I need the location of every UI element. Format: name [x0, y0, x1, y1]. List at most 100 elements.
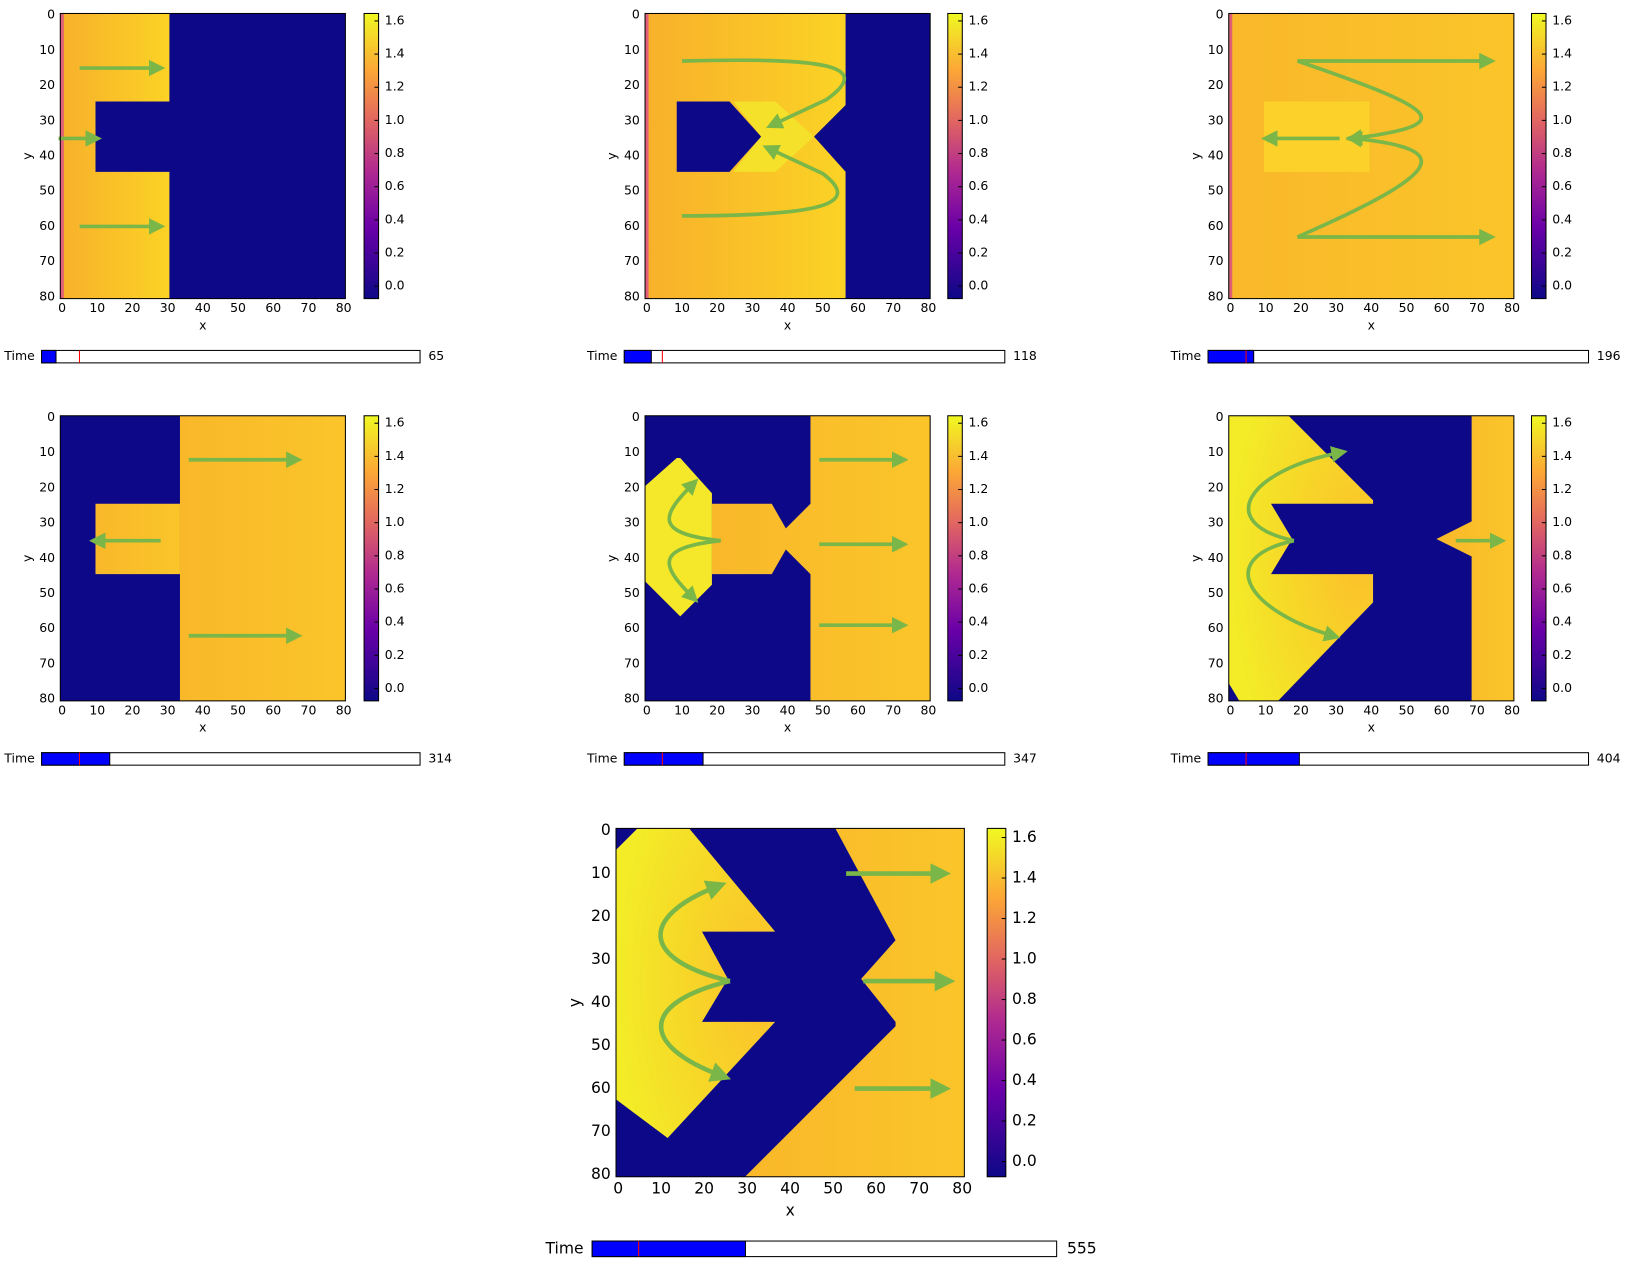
x-tick-label: 40 [195, 300, 211, 315]
x-tick-label: 0 [613, 1180, 623, 1198]
x-tick-label: 20 [709, 300, 725, 315]
y-tick-label: 60 [1208, 218, 1224, 233]
y-tick-label: 50 [624, 183, 640, 198]
heatmap [1228, 13, 1514, 299]
panel: 0 10 20 30 40 50 60 70 8001020304050607080xy0.00… [3, 7, 444, 364]
x-tick-label: 70 [1469, 702, 1485, 717]
slider-value: 65 [428, 348, 444, 363]
colorbar [363, 12, 380, 300]
y-axis-label: y [1188, 555, 1203, 562]
x-tick-label: 40 [780, 1180, 800, 1198]
region [1228, 13, 1514, 299]
x-tick-label: 70 [909, 1180, 929, 1198]
x-tick-label: 70 [301, 300, 317, 315]
y-tick-label: 50 [1208, 183, 1224, 198]
colorbar-tick-label: 1.0 [1552, 514, 1572, 529]
colorbar-tick-label: 0.8 [385, 145, 405, 160]
y-tick-label: 70 [39, 655, 55, 670]
time-slider[interactable]: Time 118 [586, 348, 1037, 364]
colorbar-tick-label: 0.8 [385, 547, 405, 562]
y-tick-label: 60 [39, 218, 55, 233]
region [711, 415, 931, 701]
y-tick-label: 70 [1208, 253, 1224, 268]
time-slider[interactable]: Time 314 [3, 750, 452, 766]
y-tick-label: 0 [1216, 7, 1224, 22]
y-tick-label: 20 [624, 479, 640, 494]
y-tick-label: 40 [1208, 550, 1224, 565]
region [1228, 13, 1233, 299]
colorbar-tick-label: 1.6 [969, 12, 989, 27]
time-slider[interactable]: Time 196 [1170, 348, 1621, 364]
slider-fill [1207, 752, 1300, 766]
region [733, 101, 814, 172]
region [645, 13, 649, 299]
y-tick-label: 60 [39, 620, 55, 635]
slider-label: Time [545, 1239, 584, 1257]
x-axis-label: x [784, 317, 791, 332]
time-slider[interactable]: Time 347 [586, 750, 1037, 766]
time-slider[interactable]: Time 555 [545, 1239, 1097, 1257]
y-axis-label: y [19, 555, 34, 562]
colorbar-tick-label: 0.4 [1552, 614, 1572, 629]
colorbar-tick-label: 1.4 [1552, 448, 1572, 463]
x-tick-label: 80 [1504, 702, 1520, 717]
colorbar-tick-label: 1.2 [385, 79, 405, 94]
x-tick-label: 60 [1434, 702, 1450, 717]
y-tick-label: 10 [591, 864, 611, 882]
x-axis-label: x [1368, 720, 1375, 735]
x-tick-label: 40 [1363, 300, 1379, 315]
colorbar-tick-label: 1.6 [1012, 828, 1037, 846]
colorbar-tick-label: 1.0 [385, 112, 405, 127]
x-tick-label: 30 [737, 1180, 757, 1198]
x-tick-label: 0 [1227, 300, 1235, 315]
colorbar-tick-label: 0.4 [1552, 211, 1572, 226]
x-axis-label: x [786, 1201, 795, 1219]
x-tick-label: 40 [195, 702, 211, 717]
colorbar-tick-label: 0.0 [969, 680, 989, 695]
slider-track [623, 349, 1006, 364]
arrow [681, 145, 840, 218]
y-tick-label: 20 [39, 479, 55, 494]
colorbar-tick-label: 0.6 [969, 178, 989, 193]
y-tick-label: 80 [1208, 691, 1224, 706]
colorbar-tick-label: 1.4 [969, 448, 989, 463]
x-tick-label: 0 [643, 300, 651, 315]
plot-frame [644, 12, 931, 300]
colorbar-tick-label: 0.4 [969, 211, 989, 226]
slider-fill [623, 349, 652, 364]
x-tick-label: 0 [1227, 702, 1235, 717]
colorbar-tick-label: 1.2 [969, 79, 989, 94]
slider-label: Time [1170, 750, 1201, 765]
colorbar-tick-label: 0.8 [1552, 547, 1572, 562]
colorbar-tick-label: 0.6 [385, 178, 405, 193]
time-slider[interactable]: Time 404 [1170, 750, 1621, 766]
y-tick-label: 50 [591, 1036, 611, 1054]
arrow [1296, 59, 1424, 146]
arrow [658, 978, 732, 1082]
y-tick-label: 50 [39, 183, 55, 198]
arrow [658, 880, 731, 984]
region [616, 828, 776, 1139]
x-tick-label: 80 [920, 702, 936, 717]
colorbar [1530, 415, 1547, 702]
y-tick-label: 0 [632, 409, 640, 424]
slider-value: 404 [1597, 750, 1621, 765]
x-tick-label: 80 [952, 1180, 972, 1198]
colorbar-tick-label: 1.6 [1552, 12, 1572, 27]
x-tick-label: 60 [850, 702, 866, 717]
y-tick-label: 40 [39, 550, 55, 565]
colorbar-tick-label: 0.2 [969, 647, 989, 662]
time-slider[interactable]: Time 65 [3, 348, 444, 364]
colorbar-tick-label: 1.6 [969, 415, 989, 430]
y-tick-label: 60 [624, 620, 640, 635]
colorbar-tick-label: 0.2 [385, 245, 405, 260]
y-tick-label: 30 [1208, 112, 1224, 127]
y-tick-label: 50 [39, 585, 55, 600]
colorbar-tick-label: 1.0 [1552, 112, 1572, 127]
y-tick-label: 50 [1208, 585, 1224, 600]
colorbar-tick-label: 0.2 [1012, 1112, 1037, 1130]
colorbar-tick-label: 1.4 [1012, 869, 1037, 887]
slider-label: Time [3, 348, 34, 363]
region [813, 13, 931, 299]
y-axis-label: y [604, 152, 619, 159]
